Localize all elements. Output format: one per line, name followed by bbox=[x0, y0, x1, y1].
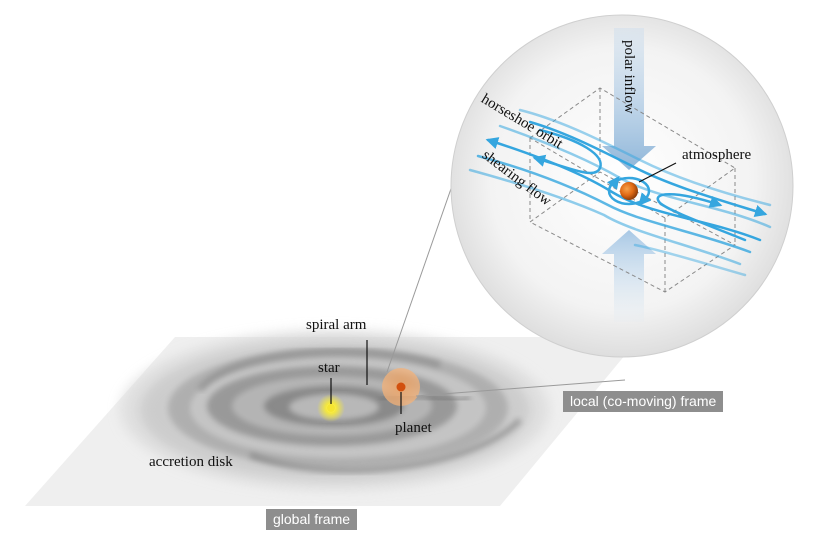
atmosphere-ring-arrow-1 bbox=[607, 176, 620, 190]
star bbox=[327, 404, 335, 412]
projection-line-lower bbox=[415, 379, 626, 397]
planet-global bbox=[396, 382, 406, 392]
star-label: star bbox=[318, 360, 340, 376]
local-frame-tag: local (co-moving) frame bbox=[563, 391, 724, 413]
polar-inflow-label: polar inflow bbox=[621, 40, 637, 114]
spiral-arm-label: spiral arm bbox=[306, 317, 367, 333]
atmosphere-label: atmosphere bbox=[682, 147, 752, 163]
planet-label: planet bbox=[395, 420, 432, 436]
accretion-disk-label: accretion disk bbox=[149, 454, 233, 470]
polar-inflow-bottom-arrow bbox=[602, 230, 656, 322]
horseshoe-orbit bbox=[532, 128, 747, 242]
atmosphere-ring-arrow-2 bbox=[638, 192, 652, 206]
atmosphere-ring bbox=[607, 176, 651, 206]
global-frame-tag: global frame bbox=[266, 509, 358, 531]
planet-local bbox=[620, 182, 638, 200]
atmosphere-leader bbox=[638, 162, 677, 183]
polar-inflow-top-arrow bbox=[602, 28, 656, 170]
